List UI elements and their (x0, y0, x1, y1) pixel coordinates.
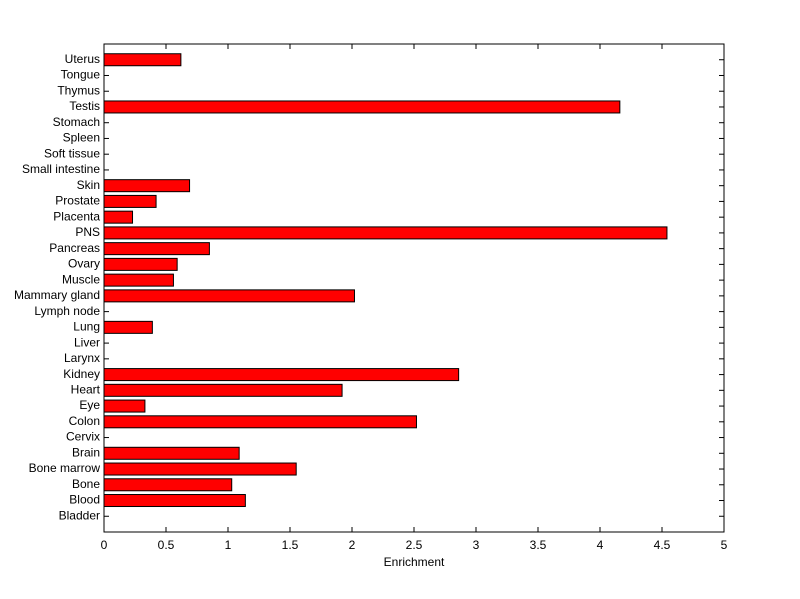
y-tick-label: Heart (71, 382, 101, 396)
y-tick-label: Small intestine (22, 162, 100, 176)
y-tick-label: Bladder (59, 508, 100, 522)
bar (103, 368, 460, 382)
bar (103, 210, 134, 224)
y-tick-label: Placenta (53, 209, 100, 223)
x-tick-label: 4 (597, 538, 604, 552)
y-tick-label: Skin (77, 178, 100, 192)
bar (103, 289, 355, 303)
x-tick-label: 2 (349, 538, 356, 552)
y-tick-label: Larynx (64, 351, 100, 365)
bar (103, 446, 240, 460)
x-tick-label: 5 (721, 538, 728, 552)
y-tick-label: Kidney (63, 367, 100, 381)
y-tick-label: Pancreas (49, 241, 100, 255)
bar (103, 494, 246, 508)
bar (103, 257, 178, 271)
y-tick-label: Uterus (65, 52, 100, 66)
bar (103, 194, 157, 208)
y-tick-label: Colon (69, 414, 100, 428)
bar (103, 179, 191, 193)
x-tick-label: 3 (473, 538, 480, 552)
y-tick-label: Bone marrow (29, 461, 101, 475)
y-tick-label: Testis (69, 99, 100, 113)
bar (103, 100, 621, 114)
y-tick-label: Brain (72, 445, 100, 459)
bar (103, 478, 233, 492)
bar (103, 320, 153, 334)
y-tick-label: Lung (73, 320, 100, 334)
bar (103, 273, 174, 287)
bar (103, 242, 210, 256)
x-tick-label: 4.5 (654, 538, 671, 552)
bar (103, 226, 668, 240)
x-tick-label: 1 (225, 538, 232, 552)
y-tick-label: Eye (79, 398, 100, 412)
y-tick-label: Prostate (55, 194, 100, 208)
x-tick-label: 3.5 (530, 538, 547, 552)
y-tick-label: Blood (69, 493, 100, 507)
y-tick-label: Cervix (66, 430, 100, 444)
bar (103, 53, 182, 67)
x-tick-label: 0 (101, 538, 108, 552)
y-tick-label: Lymph node (34, 304, 100, 318)
bar (103, 399, 146, 413)
y-tick-label: Soft tissue (44, 146, 100, 160)
y-tick-label: Spleen (63, 131, 100, 145)
bar (103, 415, 417, 429)
y-tick-label: Tongue (61, 68, 101, 82)
y-tick-label: Ovary (68, 257, 100, 271)
y-tick-label: PNS (75, 225, 100, 239)
y-tick-label: Liver (74, 335, 100, 349)
y-tick-label: Bone (72, 477, 100, 491)
bar (103, 462, 297, 476)
bar (103, 383, 343, 397)
y-tick-label: Muscle (62, 272, 100, 286)
y-tick-label: Stomach (53, 115, 100, 129)
y-tick-label: Mammary gland (14, 288, 100, 302)
x-tick-label: 2.5 (406, 538, 423, 552)
y-tick-label: Thymus (57, 83, 100, 97)
x-tick-label: 0.5 (158, 538, 175, 552)
x-tick-label: 1.5 (282, 538, 299, 552)
x-axis-label: Enrichment (384, 555, 445, 569)
